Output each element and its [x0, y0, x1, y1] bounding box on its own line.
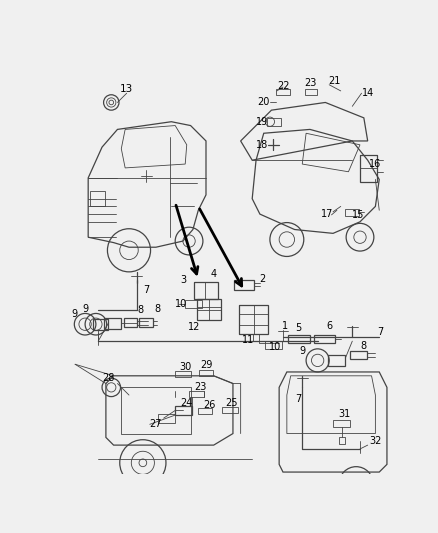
- Text: 7: 7: [378, 327, 384, 337]
- Text: 14: 14: [362, 88, 374, 98]
- Text: 5: 5: [295, 323, 301, 333]
- Text: 9: 9: [82, 304, 88, 314]
- Bar: [175, 371, 191, 377]
- Text: 8: 8: [155, 304, 161, 314]
- Text: 31: 31: [339, 409, 351, 419]
- Text: 11: 11: [242, 335, 254, 345]
- Text: 4: 4: [211, 269, 217, 279]
- Text: 26: 26: [204, 400, 216, 410]
- Bar: [360, 155, 377, 168]
- Bar: [239, 305, 268, 334]
- Text: 27: 27: [150, 418, 162, 429]
- Text: 20: 20: [258, 98, 270, 108]
- Bar: [197, 299, 221, 320]
- Text: 22: 22: [278, 80, 290, 91]
- Bar: [288, 335, 310, 343]
- Bar: [276, 88, 290, 95]
- Bar: [198, 408, 212, 414]
- Bar: [350, 351, 367, 359]
- Text: 8: 8: [138, 305, 144, 316]
- Bar: [158, 414, 175, 423]
- Text: 28: 28: [102, 373, 114, 383]
- Text: 7: 7: [144, 285, 150, 295]
- Bar: [93, 319, 108, 329]
- Bar: [189, 391, 205, 398]
- Text: 16: 16: [369, 159, 381, 169]
- Text: 19: 19: [256, 117, 268, 127]
- Text: 10: 10: [174, 299, 187, 309]
- Bar: [339, 438, 346, 443]
- Text: 2: 2: [259, 274, 265, 284]
- Bar: [267, 118, 281, 126]
- Bar: [199, 370, 213, 376]
- Text: 6: 6: [326, 321, 332, 331]
- Text: 12: 12: [188, 322, 201, 332]
- Bar: [194, 282, 218, 299]
- Text: 9: 9: [71, 309, 78, 319]
- Text: 23: 23: [194, 382, 207, 392]
- Text: 15: 15: [352, 210, 365, 220]
- Bar: [194, 282, 205, 299]
- Bar: [222, 407, 237, 413]
- Text: 9: 9: [299, 346, 305, 356]
- Bar: [197, 299, 209, 320]
- Text: 25: 25: [225, 398, 238, 408]
- Text: 30: 30: [179, 362, 191, 373]
- Text: 23: 23: [304, 78, 316, 88]
- Bar: [175, 406, 192, 415]
- Bar: [239, 305, 254, 334]
- Text: 17: 17: [321, 209, 333, 219]
- Text: 3: 3: [180, 274, 186, 285]
- Bar: [314, 335, 336, 343]
- Text: 1: 1: [282, 321, 288, 331]
- Text: 8: 8: [361, 341, 367, 351]
- Text: 24: 24: [180, 398, 193, 408]
- Bar: [90, 191, 105, 206]
- Bar: [103, 318, 120, 329]
- Bar: [346, 209, 359, 216]
- Bar: [304, 88, 317, 95]
- Bar: [234, 280, 254, 290]
- Bar: [139, 318, 153, 327]
- Bar: [124, 318, 138, 327]
- Text: 21: 21: [328, 76, 341, 86]
- Bar: [265, 341, 282, 349]
- Bar: [328, 355, 346, 366]
- Text: 29: 29: [201, 360, 213, 370]
- Bar: [333, 419, 350, 427]
- Text: 7: 7: [295, 394, 301, 404]
- Bar: [197, 308, 221, 310]
- Text: 10: 10: [269, 342, 282, 352]
- Bar: [185, 301, 202, 308]
- Text: 32: 32: [369, 436, 381, 446]
- Bar: [239, 314, 268, 325]
- Text: 13: 13: [120, 84, 133, 94]
- Bar: [360, 155, 377, 182]
- Text: 18: 18: [256, 140, 268, 150]
